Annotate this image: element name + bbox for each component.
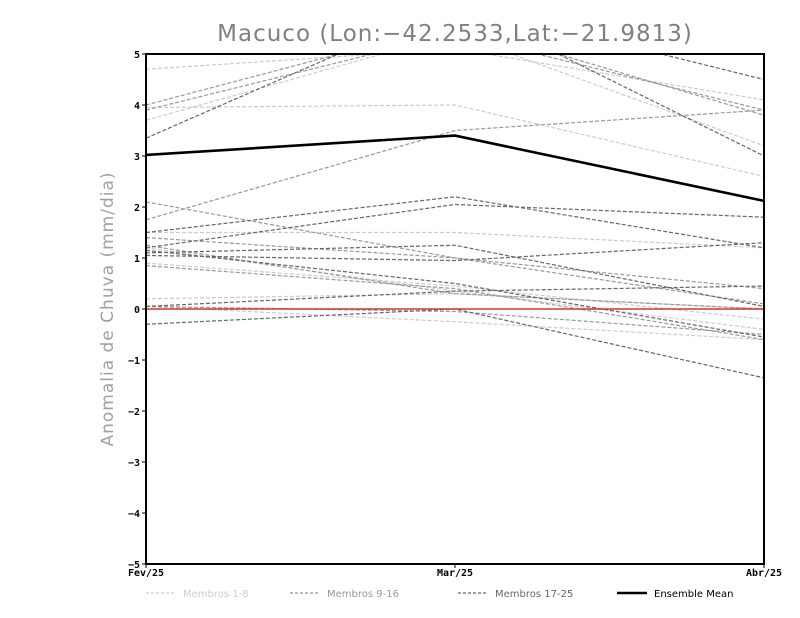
member-line-5 [146,305,764,341]
legend-label: Ensemble Mean [654,589,733,600]
y-axis-label: Anomalia de Chuva (mm/dia) [98,171,118,446]
y-tick-label: 4 [134,101,140,112]
y-tick-label: 2 [134,203,140,214]
y-tick-label: −1 [128,356,140,367]
y-tick-label: −2 [128,407,140,418]
member-line-22 [146,242,764,262]
member-line-11 [146,244,764,310]
member-line-23 [146,249,764,338]
y-tick-label: 5 [134,50,140,61]
series-layer [146,54,764,379]
y-ticks: 5 4 3 2 1 0 −1 −2 −3 −4 −5 [128,50,146,571]
member-line-16 [146,237,764,305]
chart-title: Macuco (Lon:−42.2533,Lat:−21.9813) [217,21,693,47]
legend-label: Membros 17-25 [495,589,573,600]
member-line-2 [146,104,764,177]
x-ticks: Fev/25 Mar/25 Abr/25 [128,564,782,579]
legend-label: Membros 9-16 [327,589,399,600]
member-line-19 [146,203,764,249]
y-tick-label: 3 [134,152,140,163]
y-tick-label: −3 [128,458,140,469]
ensemble-mean-line [146,134,764,203]
member-line-6 [146,54,764,147]
member-line-7 [146,262,764,320]
y-tick-label: −5 [128,560,140,571]
x-tick-label: Mar/25 [437,568,473,579]
member-line-12 [146,109,764,221]
member-line-21 [146,285,764,308]
member-line-14 [146,54,764,116]
legend: Membros 1-8 Membros 9-16 Membros 17-25 Ense… [146,589,733,600]
member-line-18 [146,196,764,249]
y-tick-label: −4 [128,509,140,520]
member-line-1 [146,54,764,101]
member-line-20 [146,244,764,308]
legend-label: Membros 1-8 [183,589,249,600]
x-tick-label: Fev/25 [128,568,164,579]
y-tick-label: 0 [134,305,140,316]
member-line-24 [146,308,764,379]
member-line-3 [146,231,764,249]
member-line-13 [146,265,764,341]
y-tick-label: 1 [134,254,140,265]
member-line-15 [146,305,764,336]
x-tick-label: Abr/25 [746,568,782,579]
